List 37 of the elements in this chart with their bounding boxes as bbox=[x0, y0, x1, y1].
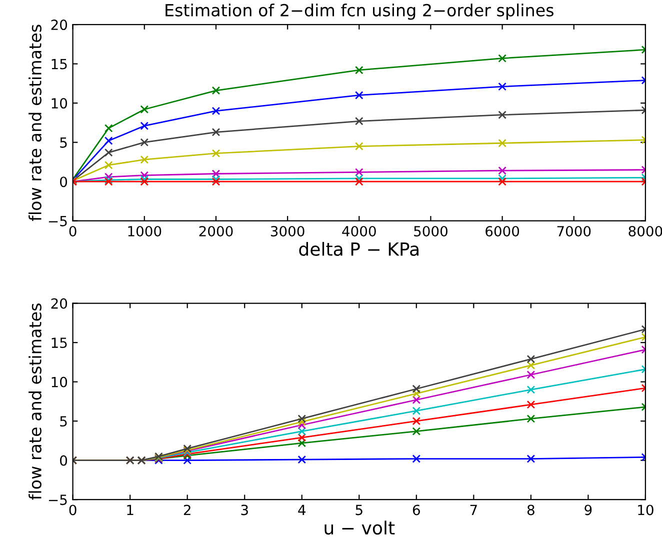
x-tick-label: 1 bbox=[127, 504, 134, 516]
y-tick-label: 20 bbox=[51, 20, 68, 30]
y-tick-label: 5 bbox=[60, 416, 67, 427]
x-tick-label: 6000 bbox=[486, 226, 520, 236]
y-axis-title: flow rate and estimates bbox=[28, 24, 42, 222]
x-axis-title: delta P − KPa bbox=[299, 242, 418, 256]
x-tick-label: 2 bbox=[184, 504, 190, 516]
y-tick-label: 0 bbox=[60, 455, 68, 466]
x-tick-label: 0 bbox=[69, 504, 76, 516]
y-tick-label: 10 bbox=[52, 98, 68, 109]
x-tick-label: 6 bbox=[412, 504, 420, 516]
y-tick-label: 15 bbox=[52, 58, 67, 70]
x-tick-label: 0 bbox=[69, 226, 76, 236]
x-tick-label: 7 bbox=[470, 504, 477, 516]
x-tick-label: 2000 bbox=[199, 226, 233, 236]
y-tick-label: 15 bbox=[52, 338, 67, 348]
x-tick-label: 8 bbox=[527, 504, 534, 516]
y-tick-label: −5 bbox=[48, 216, 67, 226]
x-tick-label: 8000 bbox=[628, 226, 662, 236]
x-tick-label: 3000 bbox=[270, 226, 304, 236]
x-tick-label: 9 bbox=[584, 504, 592, 516]
x-tick-label: 1000 bbox=[128, 226, 162, 236]
y-tick-label: 20 bbox=[51, 298, 68, 309]
x-tick-label: 4000 bbox=[342, 226, 376, 236]
x-tick-label: 3 bbox=[241, 504, 248, 516]
y-tick-label: 0 bbox=[60, 176, 68, 188]
y-tick-label: 5 bbox=[60, 137, 67, 148]
x-tick-label: 5 bbox=[356, 504, 362, 516]
x-tick-label: 5000 bbox=[414, 226, 448, 236]
y-tick-label: 10 bbox=[52, 376, 68, 388]
y-tick-label: −5 bbox=[48, 494, 67, 506]
chart-title: Estimation of 2−dim fcn using 2−order splines bbox=[166, 4, 554, 20]
x-tick-label: 10 bbox=[638, 504, 654, 516]
x-axis-title: u − volt bbox=[324, 520, 395, 535]
x-tick-label: 7000 bbox=[557, 226, 591, 236]
x-tick-label: 4 bbox=[298, 504, 306, 516]
y-axis-title: flow rate and estimates bbox=[28, 304, 42, 500]
